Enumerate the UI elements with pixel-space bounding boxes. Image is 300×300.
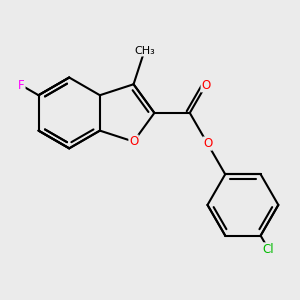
Text: O: O [203,137,212,150]
Text: Cl: Cl [263,243,274,256]
Text: O: O [129,135,138,148]
Text: F: F [18,79,25,92]
Text: O: O [201,79,210,92]
Text: CH₃: CH₃ [134,46,155,56]
